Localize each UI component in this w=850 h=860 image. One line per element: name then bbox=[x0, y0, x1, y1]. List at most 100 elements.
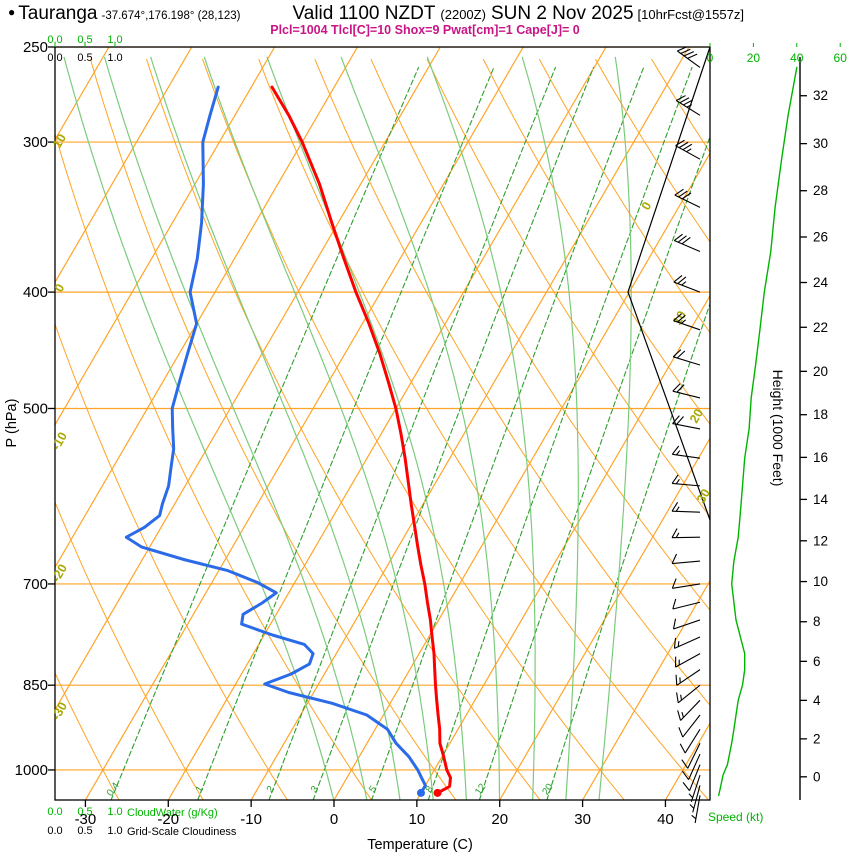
mixing-ratio-label: 20 bbox=[540, 781, 556, 797]
wind-barb bbox=[677, 46, 701, 68]
wind-barb-half bbox=[675, 506, 680, 512]
wind-barb-full bbox=[672, 618, 677, 630]
wind-barb-full bbox=[682, 143, 693, 151]
wind-barb bbox=[673, 275, 701, 293]
isotherm-line bbox=[55, 47, 276, 426]
wind-barb-full bbox=[687, 53, 698, 59]
wind-barb bbox=[671, 445, 701, 459]
wind-barb bbox=[672, 618, 701, 630]
mixing-ratio-label: 2 bbox=[265, 784, 277, 795]
speed-tick-label: 60 bbox=[834, 51, 848, 65]
wind-barb-half bbox=[681, 319, 686, 324]
wind-barb-full bbox=[675, 139, 685, 147]
wind-barb-full bbox=[677, 710, 682, 721]
wind-barb-full bbox=[679, 743, 686, 754]
wind-barb-staff bbox=[687, 742, 701, 769]
wind-barb-full bbox=[676, 384, 685, 393]
wind-barb-half bbox=[691, 814, 697, 820]
dry-adiabat-line bbox=[482, 58, 710, 425]
temperature-tick-label: 40 bbox=[657, 811, 674, 828]
height-tick-label: 14 bbox=[813, 492, 829, 507]
wind-barb-full bbox=[673, 275, 683, 283]
wind-barb-full bbox=[678, 727, 684, 738]
wind-barb-full bbox=[675, 674, 678, 686]
wind-barb-full bbox=[681, 759, 689, 769]
wind-barb-staff bbox=[672, 583, 701, 589]
wind-barb-full bbox=[683, 51, 694, 57]
isotherm-edge-label: -20 bbox=[49, 562, 70, 585]
wind-barb-full bbox=[673, 637, 677, 649]
wind-barb-full bbox=[677, 46, 688, 52]
wind-barb bbox=[691, 795, 701, 824]
wind-barb-full bbox=[675, 95, 686, 101]
dry-adiabat-line bbox=[55, 322, 289, 800]
wind-barb bbox=[679, 729, 701, 754]
wind-barb-half bbox=[680, 694, 683, 701]
wind-barb bbox=[689, 785, 701, 813]
wind-barb-half bbox=[681, 711, 684, 718]
wind-barb-full bbox=[671, 528, 678, 538]
stability-indices: Plcl=1004 Tlcl[C]=10 Shox=9 Pwat[cm]=1 C… bbox=[270, 23, 580, 37]
height-tick-label: 8 bbox=[813, 614, 821, 629]
wind-barb-full bbox=[671, 502, 679, 512]
station-coords: -37.674°,176.198° (28,123) bbox=[101, 10, 241, 22]
speed-tick-label: 0 bbox=[707, 51, 714, 65]
wind-barb-full bbox=[677, 235, 687, 243]
wind-barb-half bbox=[675, 478, 680, 485]
dry-adiabat-line bbox=[370, 58, 710, 612]
moist-adiabat-line bbox=[426, 56, 536, 800]
wind-barb bbox=[675, 669, 701, 686]
wind-barb-full bbox=[673, 313, 682, 322]
temperature-tick-label: -20 bbox=[157, 811, 179, 828]
plot-frame bbox=[54, 46, 711, 801]
wind-barb-full bbox=[672, 598, 677, 610]
wind-barb bbox=[671, 528, 701, 539]
temperature-tick-label: 10 bbox=[409, 811, 426, 828]
cloudwater-scale-label: 0.0 bbox=[47, 806, 62, 818]
wind-barb-half bbox=[686, 104, 693, 108]
wind-barb bbox=[677, 699, 701, 721]
wind-barb-half bbox=[675, 450, 681, 456]
mixing-ratio-line bbox=[546, 302, 710, 800]
wind-barb-full bbox=[672, 349, 682, 358]
cloudiness-scale-label: 0.0 bbox=[47, 52, 62, 64]
wind-barb-full bbox=[682, 192, 692, 200]
pressure-tick-label: 700 bbox=[23, 576, 48, 593]
wind-barb-half bbox=[675, 532, 680, 538]
isotherm-line bbox=[333, 152, 710, 800]
wind-barb bbox=[681, 753, 701, 780]
valid-time: Valid 1100 NZDT bbox=[292, 3, 436, 24]
isotherm-line bbox=[664, 722, 710, 800]
cloudwater-axis-title: CloudWater (g/Kg) bbox=[127, 807, 218, 819]
wind-barb bbox=[672, 598, 701, 610]
temperature-tick-label: -10 bbox=[240, 811, 262, 828]
mixing-ratio-label: 0.4 bbox=[105, 780, 122, 798]
dry-adiabat-line bbox=[202, 58, 625, 800]
valid-date: SUN 2 Nov 2025 bbox=[490, 3, 634, 24]
mixing-ratio-line bbox=[371, 66, 645, 800]
cloudwater-scale-label: 0.5 bbox=[77, 34, 92, 46]
moist-adiabat-line bbox=[203, 56, 434, 800]
temperature-tick-label: 0 bbox=[330, 811, 338, 828]
moist-adiabat-line bbox=[266, 56, 467, 800]
height-tick-label: 10 bbox=[813, 574, 828, 589]
wind-barb bbox=[672, 349, 701, 366]
mixing-ratio-label: 5 bbox=[367, 784, 379, 795]
wind-barb-full bbox=[671, 578, 677, 589]
mixing-ratio-line bbox=[110, 66, 420, 800]
wind-barb bbox=[674, 653, 701, 668]
height-tick-label: 4 bbox=[813, 693, 821, 708]
temperature-tick-label: 30 bbox=[574, 811, 591, 828]
cloudwater-scale-label: 0.5 bbox=[77, 806, 92, 818]
wind-barb-half bbox=[686, 148, 692, 153]
wind-barb-full bbox=[677, 276, 687, 285]
mixing-ratio-line bbox=[312, 66, 595, 800]
height-tick-label: 12 bbox=[813, 533, 828, 548]
isotherm-line bbox=[167, 47, 607, 800]
wind-barb-full bbox=[683, 99, 693, 106]
height-tick-label: 28 bbox=[813, 183, 828, 198]
wind-barb-full bbox=[674, 188, 684, 196]
dry-adiabat-line bbox=[426, 58, 710, 518]
